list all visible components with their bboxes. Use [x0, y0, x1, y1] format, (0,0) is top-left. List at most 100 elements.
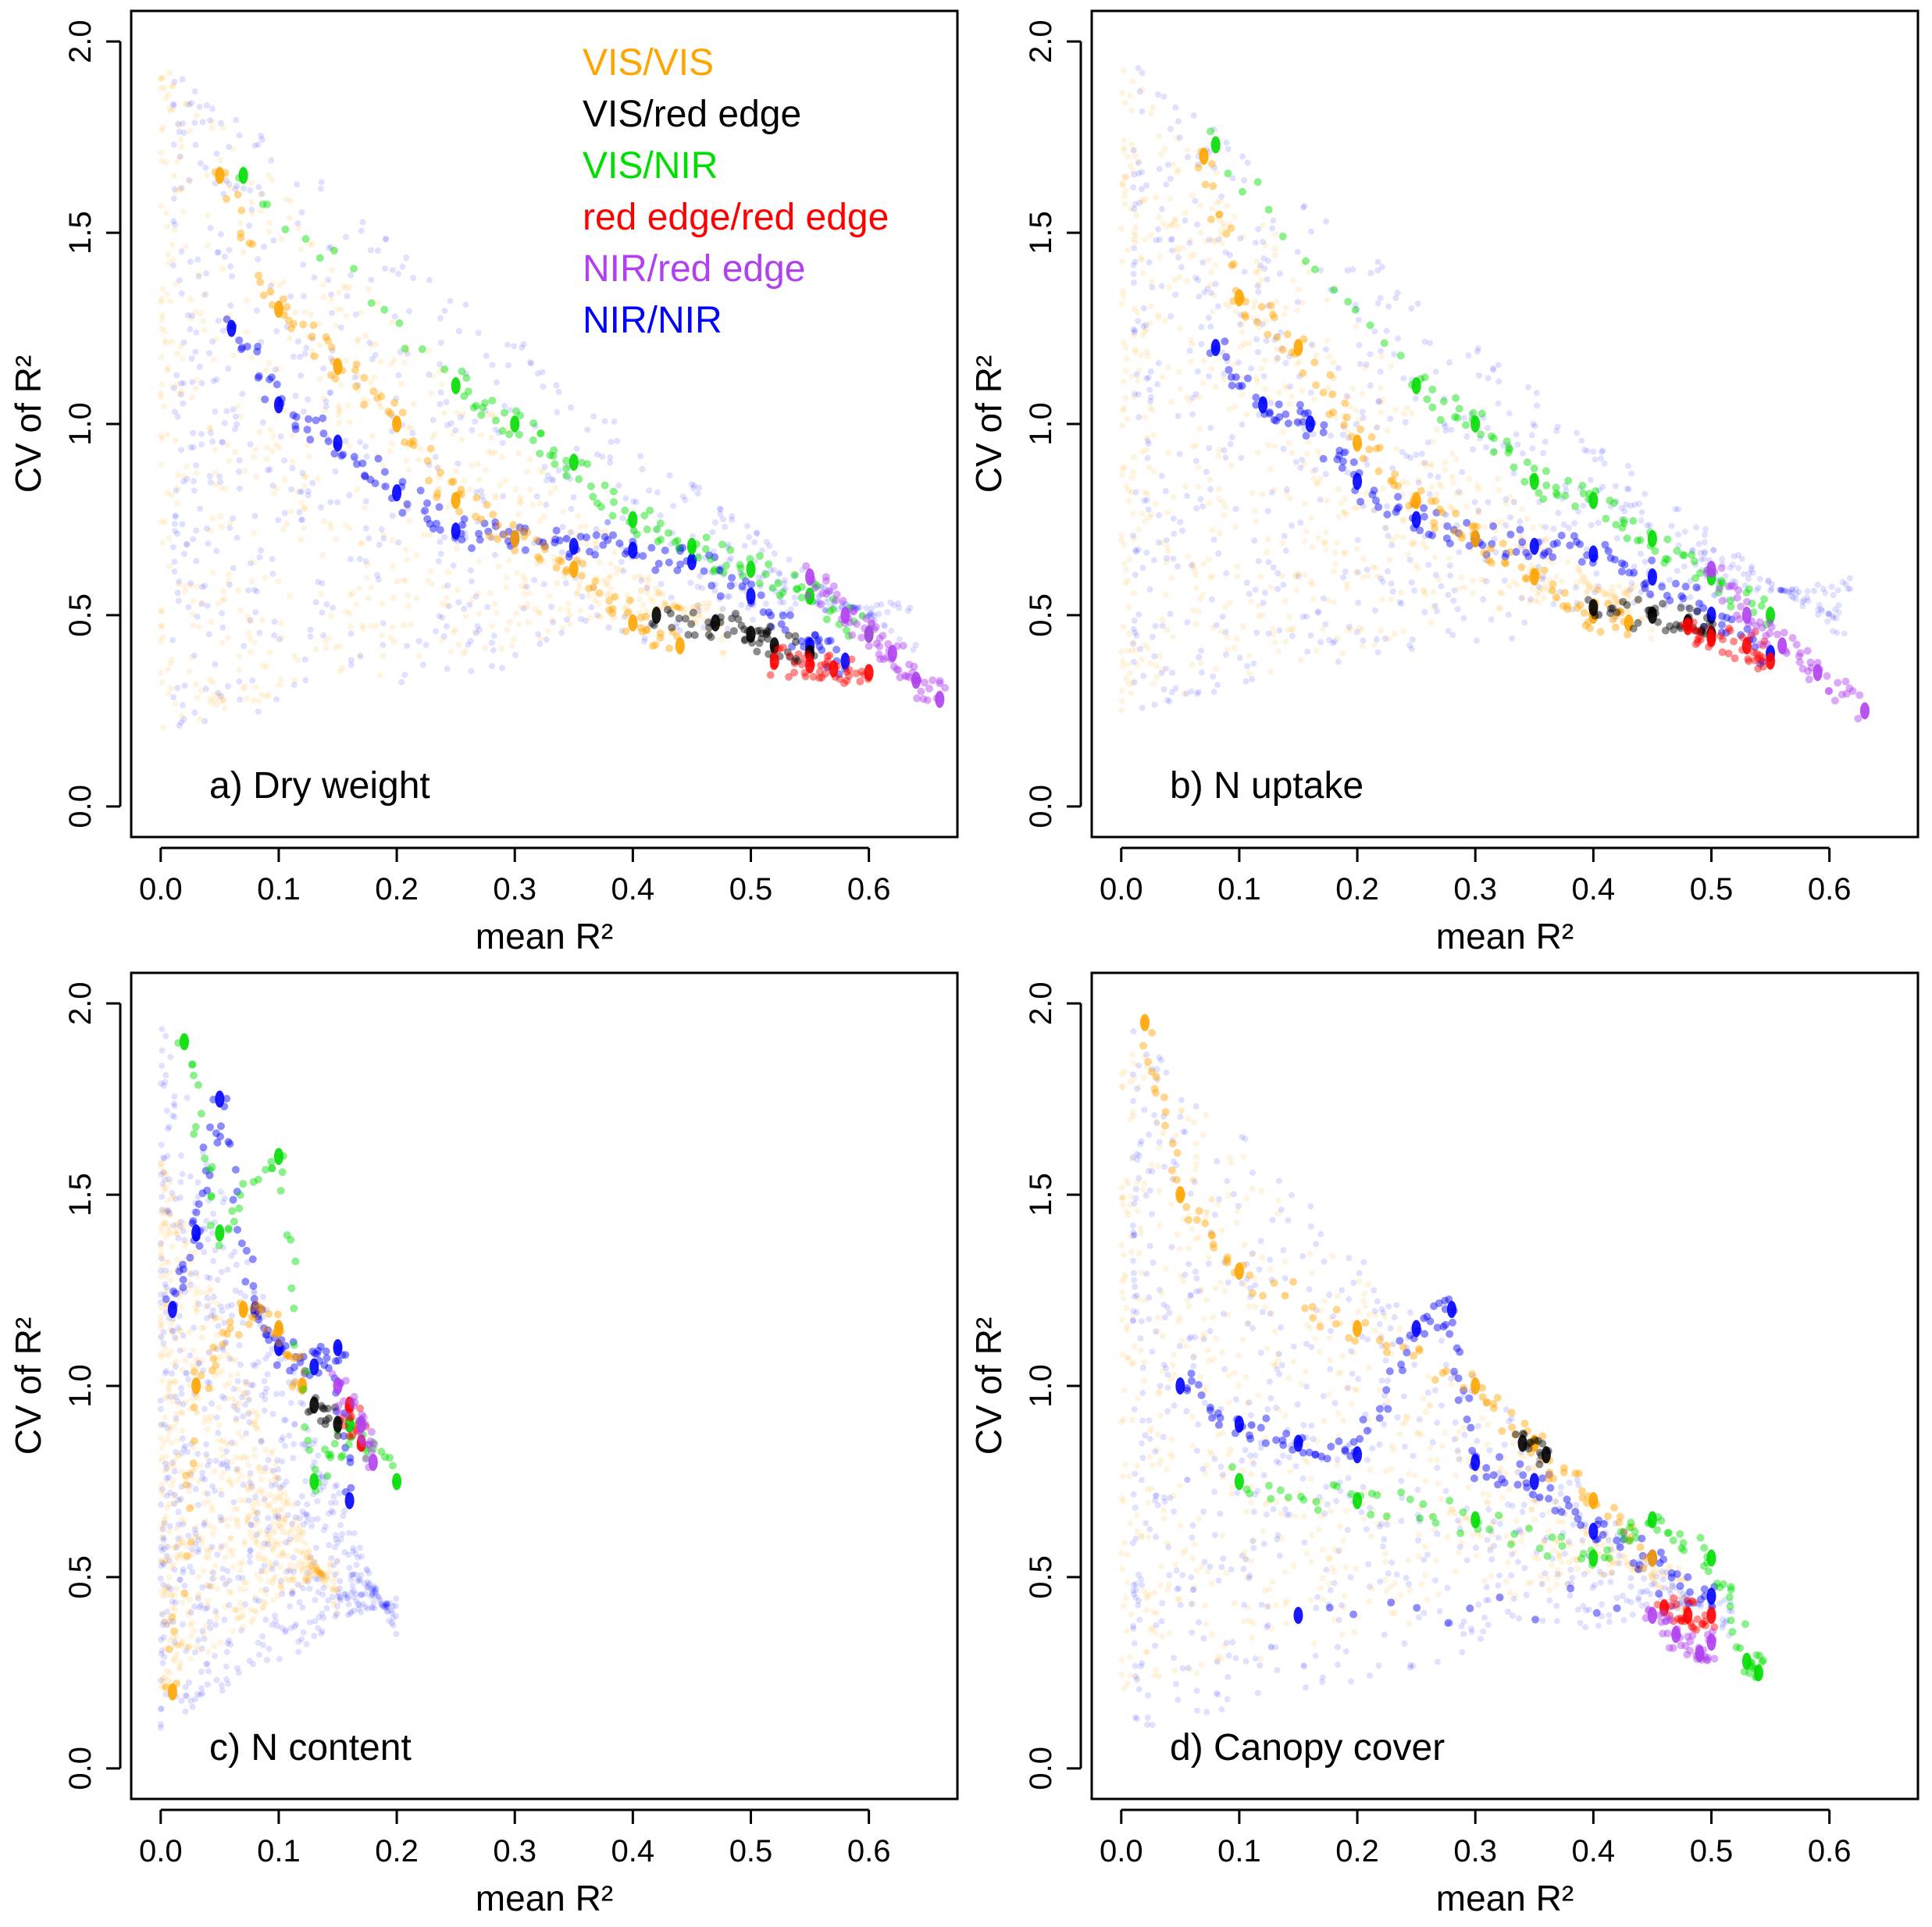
panel-a-cloud-point-nir-nir [432, 454, 439, 461]
panel-a-cloud-point-vis-vis [575, 512, 582, 519]
panel-b-cloud-point-nir-nir [1459, 468, 1466, 476]
panel-b-trend-point-vis-vis [1375, 443, 1384, 452]
panel-a-trend-point-nir-nir [759, 608, 768, 617]
panel-a-trend-point-vis-red-edge [734, 615, 743, 624]
panel-b-trend-point-vis-red-edge [1677, 604, 1685, 612]
panel-a-cloud-point-nir-nir [474, 518, 481, 525]
panel-b-cloud-point-vis-vis [1332, 414, 1339, 421]
panel-a-cloud-point-nir-nir [912, 642, 919, 649]
panel-b-data-point-nir-red-edge [1706, 561, 1716, 579]
panel-b-cloud-point-nir-nir [1777, 586, 1784, 593]
panel-a-cloud-point-nir-nir [507, 407, 514, 414]
panel-a-cloud-point-vis-vis [166, 105, 173, 112]
panel-a-cloud-point-nir-nir [722, 523, 729, 530]
panel-b-cloud-point-vis-vis [1634, 596, 1641, 603]
panel-a-cloud-point-vis-vis [586, 593, 593, 600]
panel-b-trend-point-nir-nir [1539, 551, 1548, 560]
panel-a-cloud-point-nir-nir [441, 308, 448, 315]
panel-a-cloud-point-vis-vis [158, 518, 165, 525]
panel-a-trend-point-vis-vis [552, 564, 561, 572]
panel-b-cloud-point-vis-vis [1461, 584, 1468, 591]
panel-b-cloud-point-vis-vis [1359, 626, 1366, 633]
panel-a-cloud-point-vis-vis [602, 528, 609, 535]
panel-b-cloud-point-vis-vis [1427, 461, 1434, 468]
panel-b-cloud-point-vis-vis [1125, 604, 1132, 611]
panel-a-cloud-point-nir-nir [753, 529, 760, 536]
panel-a-cloud-point-nir-nir [196, 363, 203, 370]
panel-c-cloud-point-vis-vis [233, 1417, 240, 1424]
panel-b-cloud-point-nir-nir [1599, 447, 1606, 454]
panel-a-series-vis-nir [235, 166, 875, 643]
panel-a-cloud-point-nir-nir [191, 652, 198, 659]
panel-b-y-tick-label: 2.0 [1024, 20, 1058, 63]
panel-b-cloud-point-vis-vis [1157, 254, 1164, 261]
panel-a-cloud-point-vis-vis [157, 75, 164, 82]
panel-a-trend-point-vis-nir [673, 536, 682, 545]
panel-a-cloud-point-vis-vis [258, 691, 265, 698]
panel-a-trend-point-vis-vis [636, 614, 645, 622]
panel-b-cloud-point-nir-nir [1376, 397, 1383, 404]
panel-a-cloud-point-nir-nir [827, 602, 834, 609]
panel-b-cloud-point-vis-vis [1435, 480, 1442, 487]
panel-b-cloud-point-vis-vis [1490, 561, 1497, 568]
panel-b-cloud-point-vis-vis [1552, 573, 1560, 580]
panel-c-cloud-point-nir-nir [219, 1687, 226, 1694]
panel-c-cloud-point-nir-nir [178, 1697, 185, 1704]
panel-b-cloud-point-vis-vis [1121, 541, 1128, 548]
panel-a-cloud-point-vis-vis [413, 551, 420, 558]
panel-b-trend-point-vis-nir [1561, 491, 1570, 500]
panel-a-cloud-point-vis-vis [174, 484, 181, 491]
panel-b-cloud-point-nir-nir [1424, 439, 1431, 446]
panel-b-cloud-point-vis-vis [1318, 426, 1325, 433]
panel-a-cloud-point-vis-vis [705, 599, 712, 606]
panel-a-cloud-point-vis-vis [453, 468, 460, 475]
panel-a-cloud-point-nir-nir [437, 315, 444, 322]
panel-b-trend-point-vis-nir [1506, 445, 1514, 454]
panel-b-cloud-point-vis-vis [1330, 359, 1337, 366]
panel-b-cloud-point-vis-vis [1364, 572, 1371, 579]
panel-a-cloud-point-nir-nir [393, 395, 400, 402]
panel-a-cloud-point-nir-nir [351, 374, 358, 381]
panel-a-cloud-point-nir-nir [772, 588, 779, 595]
panel-b-cloud-point-nir-nir [1718, 579, 1725, 586]
panel-a-cloud-point-vis-vis [462, 647, 469, 654]
panel-b-cloud-point-vis-vis [1162, 591, 1169, 598]
panel-b-trend-point-nir-nir [1395, 503, 1403, 511]
panel-a-cloud-point-vis-vis [721, 649, 728, 656]
panel-a-trend-point-nir-nir [484, 527, 493, 536]
panel-b-cloud-point-vis-vis [1118, 422, 1125, 429]
panel-a-cloud-point-nir-nir [775, 569, 782, 576]
panel-a-trend-point-nir-nir [826, 636, 835, 645]
panel-a-cloud-point-nir-nir [247, 617, 254, 624]
panel-a-cloud-point-nir-nir [480, 497, 487, 504]
panel-a-cloud-point-vis-vis [662, 600, 669, 607]
panel-a-trend-point-nir-nir [480, 519, 489, 528]
panel-a-cloud-point-nir-nir [305, 396, 312, 403]
panel-b-data-point-nir-red-edge [1813, 664, 1823, 682]
panel-c-cloud-point-nir-nir [179, 1170, 186, 1177]
panel-b-cloud-point-nir-nir [1638, 589, 1645, 596]
panel-b-cloud-point-nir-nir [1625, 486, 1632, 493]
panel-a-cloud-point-vis-vis [159, 124, 166, 131]
panel-b-cloud-point-vis-vis [1129, 167, 1136, 174]
panel-a-cloud-point-vis-vis [668, 605, 675, 612]
panel-b-cloud-point-vis-vis [1133, 212, 1140, 219]
panel-a-cloud-point-vis-vis [647, 595, 654, 602]
panel-a-trend-point-nir-nir [253, 347, 262, 356]
panel-b-cloud-point-nir-nir [1529, 445, 1536, 452]
panel-b-cloud-point-vis-vis [1146, 514, 1153, 521]
panel-b-cloud-point-nir-nir [1406, 642, 1413, 649]
panel-a-cloud-point-vis-vis [636, 609, 643, 616]
panel-b-trend-point-nir-nir [1482, 550, 1491, 559]
panel-b-cloud-point-nir-nir [1377, 369, 1384, 376]
panel-b-cloud-point-vis-vis [1232, 308, 1239, 315]
panel-a-trend-point-vis-vis [534, 553, 543, 561]
panel-a-cloud-point-nir-nir [731, 581, 738, 588]
panel-c-cloud-point-nir-nir [224, 1303, 231, 1310]
panel-b-cloud-point-nir-nir [1531, 422, 1538, 429]
panel-a-trend-point-nir-red-edge [822, 589, 830, 598]
panel-a-cloud-point-nir-nir [763, 539, 770, 546]
panel-b-cloud-point-vis-vis [1248, 598, 1255, 605]
panel-b-cloud-point-vis-vis [1139, 332, 1146, 339]
panel-a-cloud-point-nir-nir [776, 571, 783, 578]
